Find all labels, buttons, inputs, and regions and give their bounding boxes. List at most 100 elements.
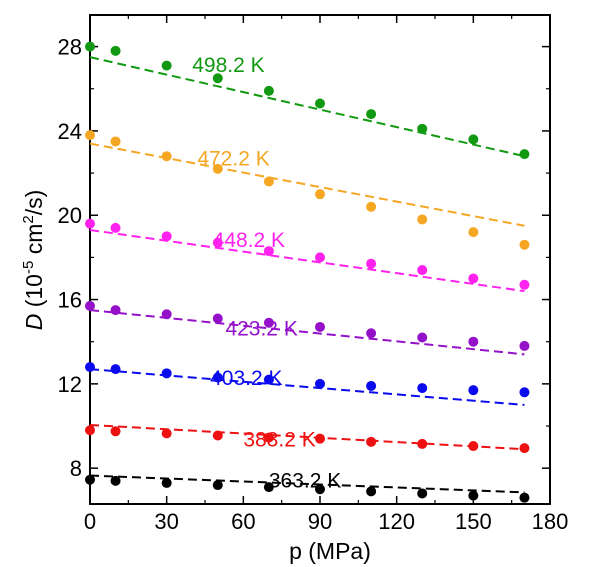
series-label-363-2-k: 363.2 K xyxy=(269,470,341,493)
point-498-2-k xyxy=(212,73,223,84)
point-403-2-k xyxy=(212,372,223,383)
point-423-2-k xyxy=(212,313,223,324)
point-383-2-k xyxy=(85,425,95,436)
fit-line-498-2-k xyxy=(89,56,525,158)
y-axis-middle: cm xyxy=(21,224,47,261)
point-403-2-k xyxy=(417,383,428,394)
fit-line-423-2-k xyxy=(89,309,525,356)
x-tick-label: 30 xyxy=(154,509,178,534)
y-tick-label: 12 xyxy=(58,372,82,397)
point-383-2-k xyxy=(417,438,428,449)
point-472-2-k xyxy=(417,214,428,225)
y-axis-prefix: (10 xyxy=(21,274,47,314)
point-363-2-k xyxy=(315,484,325,495)
point-423-2-k xyxy=(519,340,530,351)
point-403-2-k xyxy=(110,364,121,375)
data-points xyxy=(85,41,530,503)
point-472-2-k xyxy=(85,130,95,141)
point-448-2-k xyxy=(212,237,223,248)
point-498-2-k xyxy=(519,149,530,160)
series-label-448-2-k: 448.2 K xyxy=(213,229,285,252)
point-448-2-k xyxy=(85,218,95,229)
point-423-2-k xyxy=(366,328,377,339)
series-label-383-2-k: 383.2 K xyxy=(243,429,315,452)
point-403-2-k xyxy=(263,374,274,385)
point-403-2-k xyxy=(468,385,479,396)
series-label-498-2-k: 498.2 K xyxy=(192,54,264,77)
y-axis-symbol: D xyxy=(21,314,47,331)
y-tick-label: 28 xyxy=(58,35,82,60)
point-363-2-k xyxy=(468,490,479,501)
x-axis-title: p (MPa) xyxy=(289,538,371,564)
y-tick-label: 20 xyxy=(58,203,82,228)
x-tick-label: 150 xyxy=(455,509,492,534)
fit-line-448-2-k xyxy=(89,229,525,293)
point-363-2-k xyxy=(212,480,223,491)
point-472-2-k xyxy=(263,176,274,187)
point-383-2-k xyxy=(315,433,325,444)
point-403-2-k xyxy=(161,368,172,379)
point-498-2-k xyxy=(85,41,95,52)
fit-line-472-2-k xyxy=(89,142,525,227)
point-383-2-k xyxy=(110,426,121,437)
point-498-2-k xyxy=(417,123,428,134)
y-axis-exponent-2: 2 xyxy=(20,215,37,223)
point-448-2-k xyxy=(519,279,530,290)
axis-ticks: 0 30 60 90 120 150 180 8 12 16 20 24 28 xyxy=(58,15,569,534)
fit-line-403-2-k xyxy=(89,368,525,406)
point-423-2-k xyxy=(468,336,479,347)
y-axis-title: D (10-5 cm2/s) xyxy=(20,190,47,331)
series-labels: 498.2 K 472.2 K 448.2 K 423.2 K 403.2 K 383.2… xyxy=(192,54,341,493)
point-423-2-k xyxy=(263,317,274,328)
point-403-2-k xyxy=(366,380,377,391)
point-363-2-k xyxy=(161,477,172,488)
y-axis-exponent-1: -5 xyxy=(20,261,37,274)
point-383-2-k xyxy=(366,436,377,447)
point-423-2-k xyxy=(110,305,121,316)
point-448-2-k xyxy=(263,246,274,257)
point-363-2-k xyxy=(519,492,530,503)
fit-line-383-2-k xyxy=(89,423,525,451)
point-448-2-k xyxy=(468,273,479,284)
fit-lines xyxy=(89,56,525,494)
x-tick-label: 90 xyxy=(308,509,332,534)
point-472-2-k xyxy=(366,201,377,212)
point-472-2-k xyxy=(161,151,172,162)
point-363-2-k xyxy=(263,482,274,493)
x-tick-label: 180 xyxy=(532,509,569,534)
series-label-403-2-k: 403.2 K xyxy=(210,367,282,390)
point-383-2-k xyxy=(263,432,274,443)
point-423-2-k xyxy=(161,309,172,320)
point-498-2-k xyxy=(161,60,172,71)
point-403-2-k xyxy=(519,387,530,398)
point-383-2-k xyxy=(212,430,223,441)
point-448-2-k xyxy=(315,252,325,263)
point-498-2-k xyxy=(315,98,325,109)
point-498-2-k xyxy=(263,85,274,96)
y-axis-suffix: /s) xyxy=(21,190,47,216)
point-423-2-k xyxy=(85,300,95,311)
x-tick-label: 60 xyxy=(231,509,255,534)
point-498-2-k xyxy=(468,134,479,145)
point-423-2-k xyxy=(315,321,325,332)
series-label-472-2-k: 472.2 K xyxy=(197,148,269,171)
point-383-2-k xyxy=(468,441,479,452)
point-472-2-k xyxy=(315,189,325,200)
point-363-2-k xyxy=(110,475,121,486)
point-472-2-k xyxy=(212,163,223,174)
point-383-2-k xyxy=(519,443,530,454)
y-tick-label: 24 xyxy=(58,119,82,144)
point-472-2-k xyxy=(519,239,530,250)
point-403-2-k xyxy=(85,361,95,372)
x-tick-label: 0 xyxy=(84,509,96,534)
point-472-2-k xyxy=(468,227,479,238)
point-423-2-k xyxy=(417,332,428,343)
y-tick-label: 8 xyxy=(70,456,82,481)
fit-line-363-2-k xyxy=(89,474,525,494)
point-498-2-k xyxy=(110,45,121,56)
point-403-2-k xyxy=(315,378,325,389)
point-448-2-k xyxy=(417,265,428,276)
point-448-2-k xyxy=(366,258,377,269)
point-448-2-k xyxy=(161,231,172,242)
